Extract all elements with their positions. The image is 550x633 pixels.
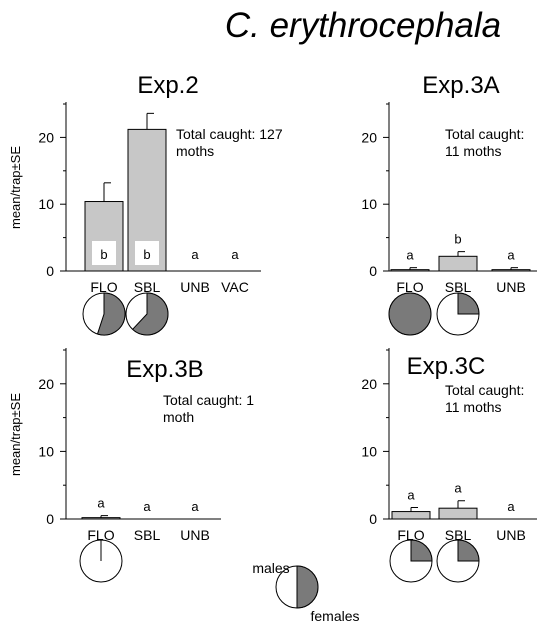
- y-tick-label: 20: [38, 129, 54, 145]
- bar-flo: [391, 511, 431, 520]
- panel-title: Exp.3C: [407, 353, 486, 380]
- legend-pie: [275, 565, 319, 609]
- sex-ratio-pie: [125, 292, 169, 336]
- panel-exp3b: 0 10 20 Exp.3B mean/trap±SE Total caught: 1mo…: [8, 348, 254, 583]
- significance-letter: a: [191, 499, 199, 514]
- total-caught-annotation: moth: [163, 409, 194, 425]
- category-label: UNB: [496, 527, 526, 543]
- legend-females-label: females: [310, 608, 359, 624]
- sex-ratio-pie-female-slice: [388, 292, 432, 336]
- panel-exp3c: 0 10 20 Exp.3C Total caught:11 moths a FLO a SBL…: [361, 348, 537, 583]
- panel-exp3a: 0 10 20 Exp.3A Total caught:11 moths a FLO b SBL…: [361, 72, 537, 336]
- total-caught-annotation: Total caught: 127: [176, 126, 283, 142]
- y-axis-label: mean/trap±SE: [8, 393, 23, 476]
- sex-ratio-pie-female-slice: [457, 539, 480, 562]
- category-label: FLO: [396, 279, 423, 295]
- panel-exp2: 0 10 20 Exp.2 mean/trap±SE Total caught: 127m…: [8, 72, 283, 336]
- sex-ratio-pie: [79, 539, 123, 583]
- y-tick-label: 20: [361, 376, 377, 392]
- total-caught-annotation: Total caught:: [445, 382, 524, 398]
- total-caught-annotation: Total caught:: [445, 126, 524, 142]
- category-label: UNB: [180, 279, 210, 295]
- bar-sbl: [438, 255, 478, 272]
- category-label: UNB: [180, 527, 210, 543]
- significance-letter: b: [143, 247, 150, 262]
- sex-ratio-legend: males females: [252, 560, 359, 624]
- significance-letter: a: [97, 496, 105, 511]
- significance-letter: a: [407, 488, 415, 503]
- sex-ratio-pie: [82, 292, 126, 336]
- panel-title: Exp.3A: [422, 72, 499, 99]
- total-caught-annotation: moths: [176, 143, 214, 159]
- category-label: FLO: [90, 279, 117, 295]
- category-label: UNB: [496, 279, 526, 295]
- significance-letter: a: [231, 247, 239, 262]
- total-caught-annotation: Total caught: 1: [163, 392, 254, 408]
- letter-box: [92, 241, 116, 265]
- y-axis-label: mean/trap±SE: [8, 146, 23, 229]
- figure-title: C. erythrocephala: [225, 6, 501, 45]
- sex-ratio-pie: [389, 539, 433, 583]
- category-label: VAC: [221, 279, 249, 295]
- significance-letter: a: [454, 481, 462, 496]
- y-tick-label: 0: [46, 263, 54, 279]
- category-label: SBL: [445, 279, 472, 295]
- category-label: SBL: [134, 279, 161, 295]
- sex-ratio-pie-female-slice: [410, 539, 433, 562]
- y-tick-label: 0: [369, 263, 377, 279]
- significance-letter: a: [507, 499, 515, 514]
- panel-title: Exp.3B: [126, 356, 203, 383]
- bar-sbl: [438, 507, 478, 520]
- significance-letter: b: [100, 247, 107, 262]
- legend-males-label: males: [252, 560, 289, 576]
- category-label: FLO: [87, 527, 114, 543]
- y-tick-label: 20: [361, 129, 377, 145]
- category-label: FLO: [397, 527, 424, 543]
- sex-ratio-pie-female-slice: [96, 292, 126, 336]
- sex-ratio-pie: [388, 292, 432, 336]
- y-tick-label: 10: [38, 196, 54, 212]
- sex-ratio-pie: [436, 292, 480, 336]
- significance-letter: b: [454, 232, 461, 247]
- total-caught-annotation: 11 moths: [445, 399, 502, 415]
- y-tick-label: 0: [46, 511, 54, 527]
- panel-title: Exp.2: [137, 72, 198, 99]
- significance-letter: a: [406, 248, 414, 263]
- total-caught-annotation: 11 moths: [445, 143, 502, 159]
- sex-ratio-pie-female-slice: [457, 292, 480, 315]
- y-tick-label: 0: [369, 511, 377, 527]
- category-label: SBL: [445, 527, 472, 543]
- sex-ratio-pie: [436, 539, 480, 583]
- significance-letter: a: [191, 247, 199, 262]
- category-label: SBL: [134, 527, 161, 543]
- legend-pie-female-slice: [296, 565, 319, 609]
- y-tick-label: 10: [361, 443, 377, 459]
- letter-box: [135, 241, 159, 265]
- y-tick-label: 10: [38, 443, 54, 459]
- y-tick-label: 10: [361, 196, 377, 212]
- sex-ratio-pie-female-slice: [131, 292, 169, 336]
- significance-letter: a: [143, 499, 151, 514]
- significance-letter: a: [507, 248, 515, 263]
- y-tick-label: 20: [38, 376, 54, 392]
